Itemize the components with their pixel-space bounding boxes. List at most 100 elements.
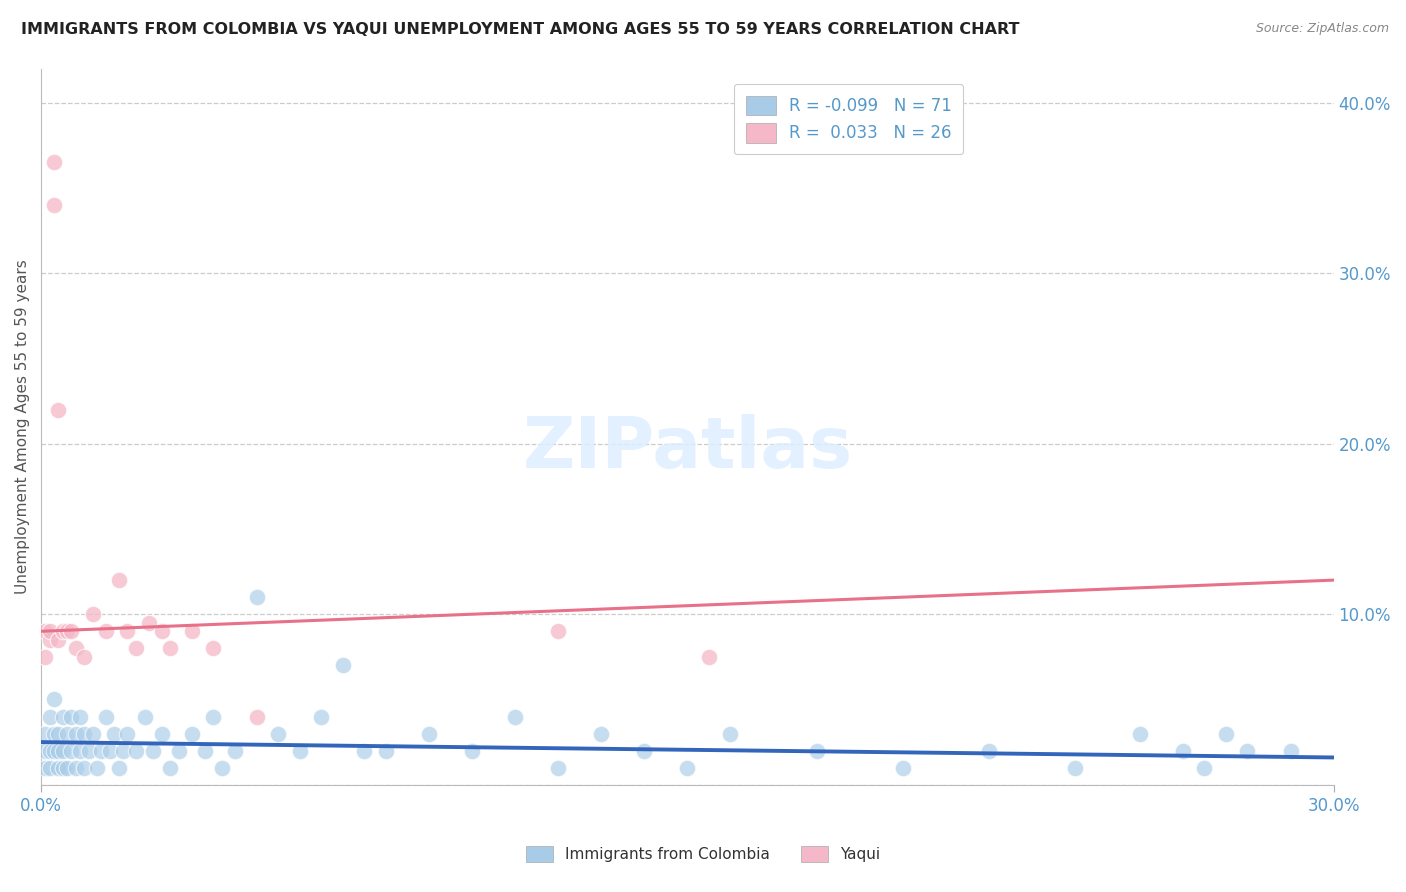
Point	[65, 726, 87, 740]
Point	[42, 726, 65, 740]
Point	[418, 726, 440, 740]
Point	[1171, 744, 1194, 758]
Point	[1215, 726, 1237, 740]
Point	[245, 709, 267, 723]
Point	[547, 624, 569, 639]
Point	[374, 744, 396, 758]
Point	[125, 744, 148, 758]
Point	[46, 761, 69, 775]
Point	[94, 624, 117, 639]
Point	[46, 402, 69, 417]
Point	[34, 744, 56, 758]
Point	[150, 624, 173, 639]
Point	[1279, 744, 1302, 758]
Point	[34, 726, 56, 740]
Point	[94, 709, 117, 723]
Point	[194, 744, 217, 758]
Point	[159, 761, 181, 775]
Point	[34, 761, 56, 775]
Point	[56, 761, 79, 775]
Point	[60, 709, 83, 723]
Point	[60, 744, 83, 758]
Point	[34, 649, 56, 664]
Point	[134, 709, 156, 723]
Point	[52, 709, 75, 723]
Point	[73, 726, 96, 740]
Point	[73, 649, 96, 664]
Point	[38, 624, 60, 639]
Point	[73, 761, 96, 775]
Point	[69, 744, 91, 758]
Point	[977, 744, 1000, 758]
Point	[111, 744, 134, 758]
Point	[46, 744, 69, 758]
Point	[245, 590, 267, 604]
Point	[38, 744, 60, 758]
Point	[69, 709, 91, 723]
Point	[224, 744, 246, 758]
Point	[107, 761, 129, 775]
Point	[697, 649, 720, 664]
Point	[38, 632, 60, 647]
Point	[42, 155, 65, 169]
Point	[56, 624, 79, 639]
Point	[1194, 761, 1216, 775]
Point	[806, 744, 828, 758]
Point	[42, 198, 65, 212]
Point	[117, 726, 139, 740]
Point	[86, 761, 108, 775]
Point	[1236, 744, 1258, 758]
Point	[167, 744, 190, 758]
Point	[98, 744, 121, 758]
Point	[90, 744, 112, 758]
Point	[591, 726, 613, 740]
Point	[142, 744, 165, 758]
Point	[82, 607, 104, 622]
Point	[46, 632, 69, 647]
Point	[65, 761, 87, 775]
Point	[288, 744, 311, 758]
Point	[107, 573, 129, 587]
Point	[891, 761, 914, 775]
Point	[77, 744, 100, 758]
Point	[267, 726, 290, 740]
Point	[309, 709, 332, 723]
Point	[38, 709, 60, 723]
Legend: R = -0.099   N = 71, R =  0.033   N = 26: R = -0.099 N = 71, R = 0.033 N = 26	[734, 84, 963, 154]
Point	[52, 744, 75, 758]
Point	[461, 744, 484, 758]
Legend: Immigrants from Colombia, Yaqui: Immigrants from Colombia, Yaqui	[519, 839, 887, 868]
Point	[34, 624, 56, 639]
Point	[103, 726, 125, 740]
Text: IMMIGRANTS FROM COLOMBIA VS YAQUI UNEMPLOYMENT AMONG AGES 55 TO 59 YEARS CORRELA: IMMIGRANTS FROM COLOMBIA VS YAQUI UNEMPL…	[21, 22, 1019, 37]
Point	[180, 726, 202, 740]
Y-axis label: Unemployment Among Ages 55 to 59 years: Unemployment Among Ages 55 to 59 years	[15, 260, 30, 594]
Point	[38, 761, 60, 775]
Point	[150, 726, 173, 740]
Point	[503, 709, 526, 723]
Point	[117, 624, 139, 639]
Point	[60, 624, 83, 639]
Point	[353, 744, 375, 758]
Point	[547, 761, 569, 775]
Point	[56, 726, 79, 740]
Point	[1129, 726, 1152, 740]
Point	[159, 641, 181, 656]
Point	[82, 726, 104, 740]
Point	[46, 726, 69, 740]
Point	[202, 641, 225, 656]
Point	[65, 641, 87, 656]
Point	[52, 624, 75, 639]
Point	[42, 744, 65, 758]
Text: ZIPatlas: ZIPatlas	[522, 414, 852, 483]
Point	[676, 761, 699, 775]
Point	[633, 744, 655, 758]
Point	[1064, 761, 1087, 775]
Point	[332, 658, 354, 673]
Text: Source: ZipAtlas.com: Source: ZipAtlas.com	[1256, 22, 1389, 36]
Point	[180, 624, 202, 639]
Point	[211, 761, 233, 775]
Point	[125, 641, 148, 656]
Point	[720, 726, 742, 740]
Point	[202, 709, 225, 723]
